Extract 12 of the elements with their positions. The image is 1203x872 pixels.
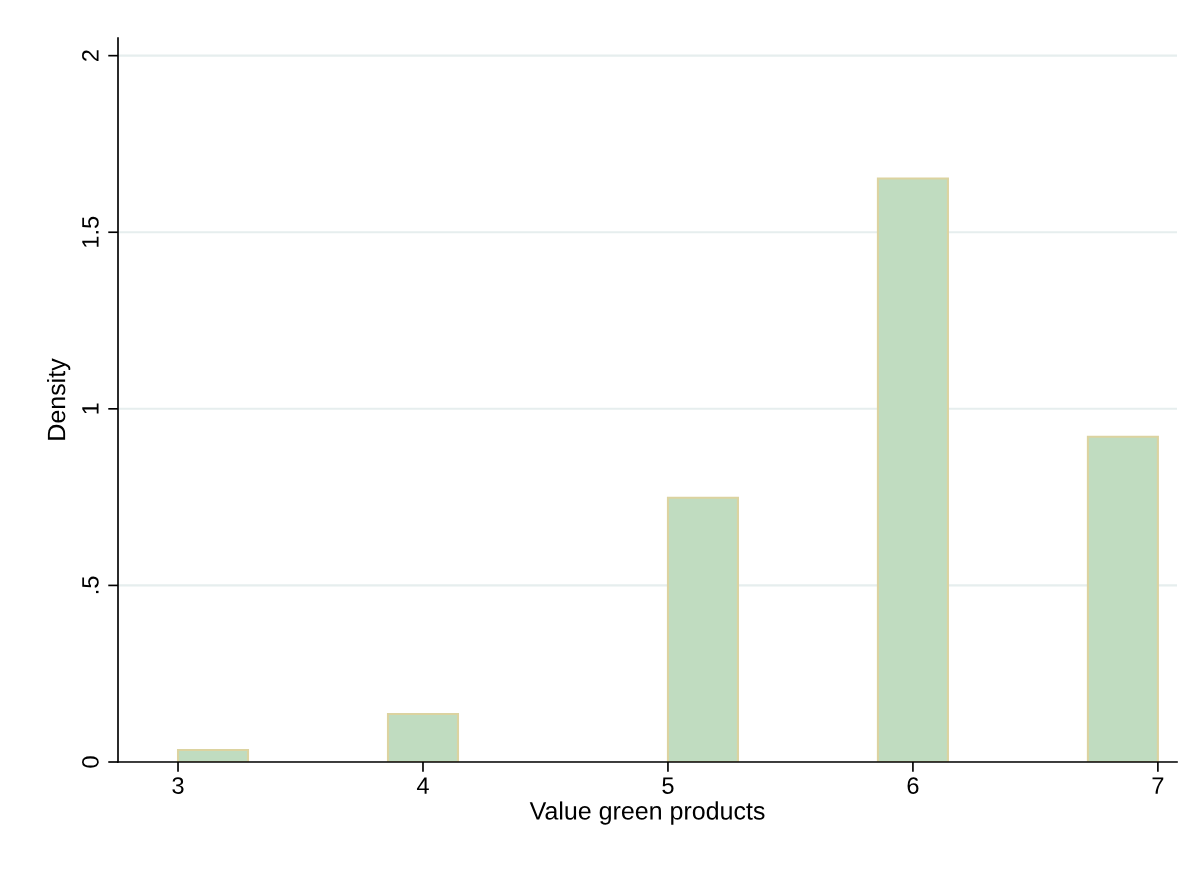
x-tick-label: 4 <box>416 777 429 794</box>
y-tick-label: 2 <box>82 50 99 62</box>
y-tick-label: 0 <box>82 756 99 768</box>
x-tick-label: 5 <box>662 777 674 794</box>
x-tick-label: 6 <box>907 777 919 794</box>
x-tick-label: 3 <box>172 777 184 794</box>
y-tick-label: 1 <box>82 403 99 414</box>
y-tick-label: .5 <box>82 576 99 594</box>
x-axis-title: Value green products <box>529 801 765 825</box>
y-tick-label: 1.5 <box>82 216 99 247</box>
x-tick-label: 7 <box>1152 777 1164 794</box>
y-axis-title: Density <box>46 358 71 440</box>
